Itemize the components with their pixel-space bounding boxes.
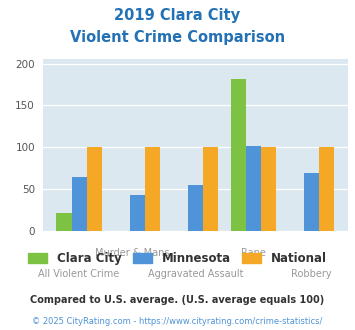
Text: © 2025 CityRating.com - https://www.cityrating.com/crime-statistics/: © 2025 CityRating.com - https://www.city…: [32, 317, 323, 326]
Bar: [145, 147, 160, 231]
Bar: [72, 178, 87, 231]
Bar: [188, 185, 203, 231]
Bar: [87, 147, 102, 231]
Bar: [246, 146, 261, 231]
Legend: Clara City, Minnesota, National: Clara City, Minnesota, National: [23, 247, 332, 270]
Text: Rape: Rape: [241, 248, 266, 258]
Bar: [203, 147, 218, 231]
Bar: [130, 195, 145, 231]
Bar: [231, 79, 246, 231]
Text: Robbery: Robbery: [291, 269, 332, 279]
Bar: [319, 147, 334, 231]
Text: Violent Crime Comparison: Violent Crime Comparison: [70, 30, 285, 45]
Text: Compared to U.S. average. (U.S. average equals 100): Compared to U.S. average. (U.S. average …: [31, 295, 324, 305]
Bar: [304, 173, 319, 231]
Text: All Violent Crime: All Violent Crime: [38, 269, 120, 279]
Text: 2019 Clara City: 2019 Clara City: [114, 8, 241, 23]
Bar: [261, 147, 276, 231]
Bar: [56, 213, 72, 231]
Text: Aggravated Assault: Aggravated Assault: [147, 269, 243, 279]
Text: Murder & Mans...: Murder & Mans...: [95, 248, 179, 258]
